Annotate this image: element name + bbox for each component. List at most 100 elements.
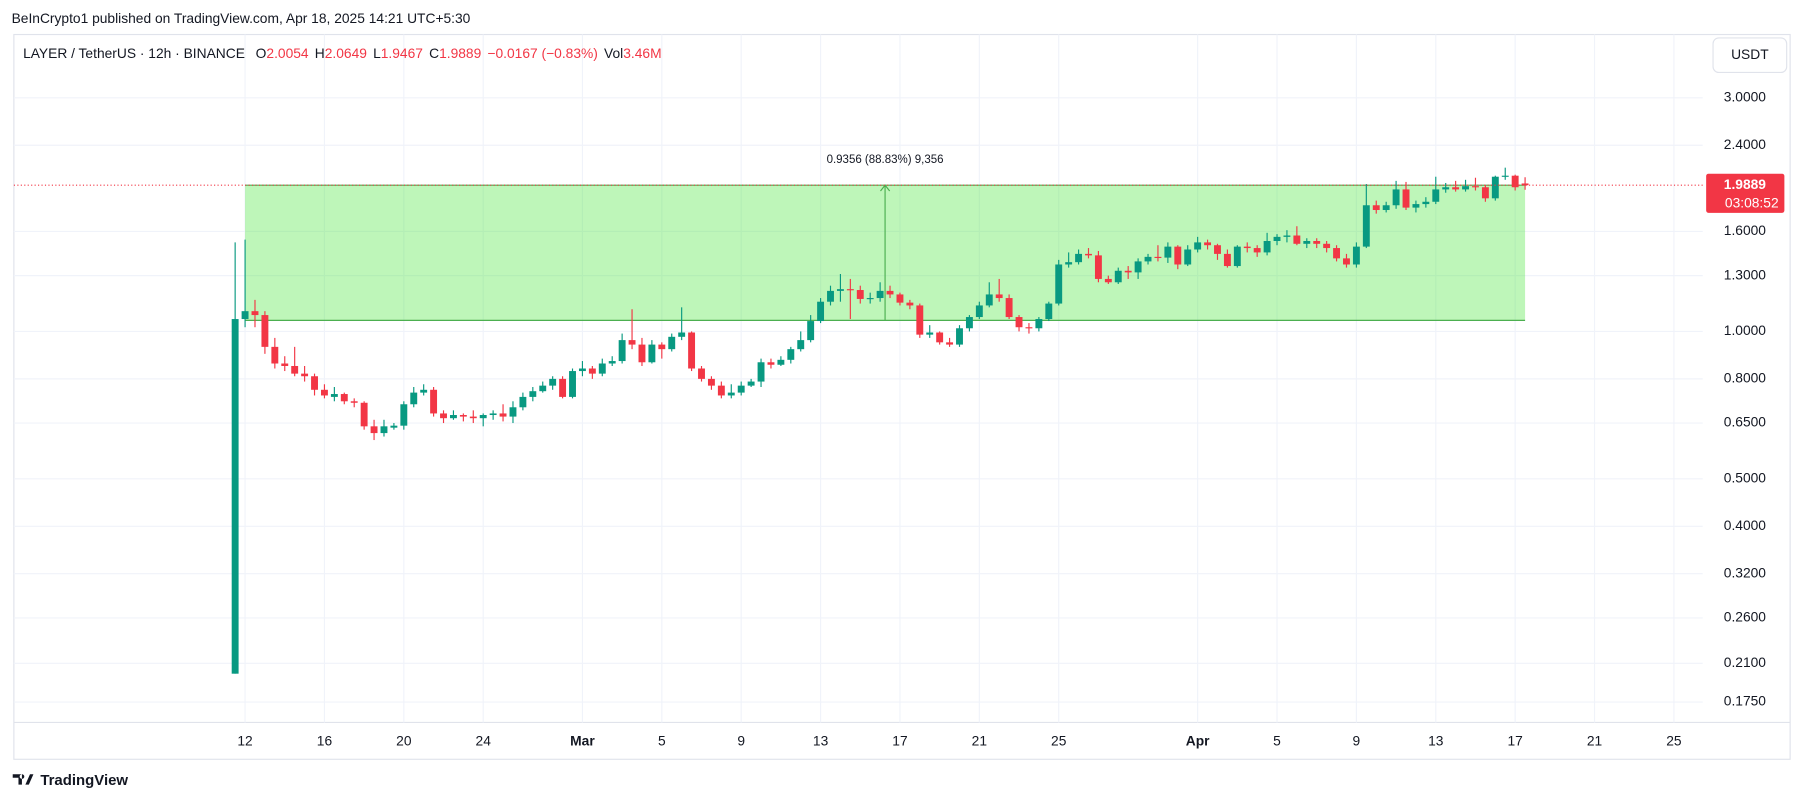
candle-body — [549, 378, 557, 386]
candle-body — [1362, 205, 1370, 247]
candle-body — [727, 392, 735, 396]
volume-value: 3.46M — [623, 46, 661, 61]
candle-body — [440, 413, 447, 419]
candle-body — [846, 289, 854, 291]
candle-body — [1283, 235, 1291, 237]
legend-label: H — [315, 46, 325, 61]
candle-body — [340, 394, 348, 402]
candle-body — [628, 340, 636, 345]
candle-body — [1243, 246, 1251, 249]
candle-body — [965, 317, 973, 329]
candle-body — [1521, 183, 1529, 186]
chart-frame — [13, 33, 1791, 760]
candle-body — [1214, 245, 1221, 254]
candle-body — [241, 311, 249, 320]
candle-body — [1075, 253, 1083, 263]
candle-body — [926, 332, 934, 335]
candle-body — [668, 336, 676, 350]
candle-body — [787, 349, 795, 360]
candle-body — [529, 391, 537, 397]
candle-body — [311, 376, 318, 390]
publish-header: BeInCrypto1 published on TradingView.com… — [12, 11, 471, 26]
candle-body — [370, 426, 378, 434]
candle-body — [1233, 246, 1241, 267]
candle-body — [420, 389, 428, 393]
candle-body — [1382, 205, 1390, 211]
candle-body — [946, 342, 954, 345]
candle-body — [817, 301, 825, 322]
x-tick-label: 17 — [1507, 734, 1522, 749]
y-tick-label: 0.5000 — [1724, 470, 1767, 485]
x-tick-label: 9 — [737, 734, 745, 749]
candle-body — [896, 294, 904, 303]
candle-body — [410, 392, 418, 405]
measure-label: 0.9356 (88.83%) 9,356 — [827, 154, 944, 166]
candles — [231, 167, 1529, 674]
candle-body — [956, 328, 963, 345]
y-tick-label: 1.0000 — [1724, 323, 1767, 338]
x-tick-label: 16 — [317, 734, 333, 749]
candle-body — [876, 290, 884, 299]
candle-body — [1015, 317, 1023, 328]
candle-body — [1045, 303, 1053, 320]
legend-value: 1.9467 — [381, 46, 423, 61]
legend-label: L — [373, 46, 381, 61]
candle-body — [251, 311, 259, 316]
legend-change: −0.0167 (−0.83%) — [487, 46, 597, 61]
candle-body — [1352, 246, 1360, 265]
symbol: LAYER / TetherUS · 12h · BINANCE — [23, 46, 245, 61]
candle-body — [400, 404, 408, 426]
x-tick-label: 24 — [476, 734, 492, 749]
countdown-label: 03:08:52 — [1725, 195, 1779, 210]
measure-arrow-head — [880, 184, 891, 192]
candle-body — [281, 363, 289, 366]
y-tick-label: 0.4000 — [1724, 518, 1767, 533]
currency-button[interactable] — [1712, 37, 1788, 74]
candle-body — [1392, 189, 1400, 206]
candle-body — [1293, 235, 1301, 244]
candle-body — [678, 332, 686, 337]
candle-body — [231, 319, 239, 674]
candle-body — [1094, 255, 1102, 279]
candle-body — [707, 378, 715, 386]
candle-body — [757, 362, 765, 382]
x-tick-label: 25 — [1051, 734, 1067, 749]
candle-body — [1472, 186, 1479, 188]
candle-body — [836, 289, 844, 291]
candle-body — [1253, 248, 1261, 253]
candle-body — [618, 340, 626, 362]
x-tick-label: 12 — [237, 734, 252, 749]
candle-body — [648, 344, 656, 363]
measure-tool: 0.9356 (88.83%) 9,356 — [245, 154, 1526, 321]
candle-body — [1491, 176, 1499, 199]
candle-body — [499, 413, 507, 417]
candle-body — [985, 294, 993, 306]
candle-body — [291, 365, 299, 374]
candle-body — [301, 373, 309, 377]
candle-body — [1511, 175, 1519, 188]
candle-body — [1065, 262, 1073, 265]
candle-body — [1462, 186, 1469, 190]
grid — [13, 34, 1703, 723]
candle-body — [360, 402, 368, 427]
x-tick-label: 20 — [396, 734, 412, 749]
candle-body — [1025, 327, 1033, 329]
x-tick-label: 9 — [1353, 734, 1361, 749]
candle-body — [767, 362, 775, 365]
candle-body — [747, 381, 755, 386]
candle-body — [1402, 189, 1410, 208]
candle-body — [588, 368, 596, 374]
candle-body — [1164, 246, 1172, 258]
y-tick-label: 3.0000 — [1724, 89, 1767, 104]
legend-value: 2.0649 — [325, 46, 368, 61]
candle-body — [469, 416, 477, 419]
candle-body — [1005, 298, 1013, 318]
candle-body — [638, 344, 646, 363]
candle-body — [1114, 270, 1122, 283]
candle-body — [906, 302, 914, 306]
y-tick-label: 0.8000 — [1724, 371, 1767, 386]
candle-body — [1452, 187, 1460, 190]
x-tick-label: 5 — [658, 734, 666, 749]
candle-body — [390, 425, 398, 428]
